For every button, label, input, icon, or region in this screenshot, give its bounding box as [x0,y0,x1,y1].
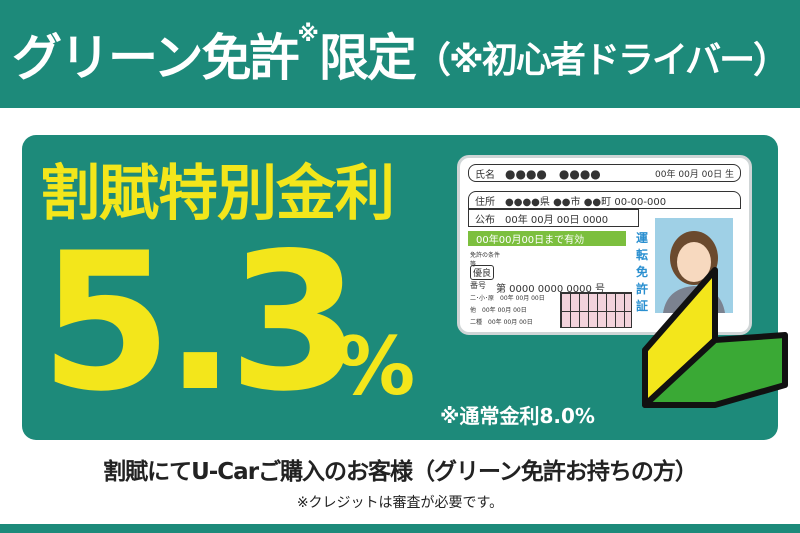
name-row: 氏名 ●●●● ●●●● 00年 00月 00日 生 [468,164,741,182]
category-row: 二種 00年 00月 00日 [470,319,533,326]
category-row: 他 00年 00月 00日 [470,307,527,314]
category-rows: 二･小･原 00年 00月 00日 他 00年 00月 00日 二種 00年 0… [470,293,545,329]
beginner-driver-mark-icon [642,267,788,408]
number-row: 番号 第 0000 0000 0000 号 [470,280,605,295]
header-subtitle: （※初心者ドライバー） [414,40,789,81]
issued-label: 公布 [475,214,495,226]
address-row: 住所 ●●●●県 ●●市 ●●町 00-00-000 [468,191,741,209]
category-row: 二･小･原 00年 00月 00日 [470,295,545,302]
header-title-green-license: グリーン免許 [12,29,299,87]
header-note-mark: ※ [297,22,319,47]
license-vertical-title: 運転免許証 [636,231,649,313]
footer-bar [0,524,800,533]
customer-eligibility-text: 割賦にてU-Carご購入のお客様（グリーン免許お持ちの方） [103,459,698,485]
number-value: 第 0000 0000 0000 号 [496,284,606,295]
name-label: 氏名 [475,169,495,181]
category-grid [560,292,632,328]
conditions-label: 免許の条件等 [470,252,501,268]
excellent-badge: 優良 [470,265,495,280]
offer-rate-unit: % [335,320,416,413]
offer-label: 割賦特別金利 [40,159,395,229]
credit-footnote: ※クレジットは審査が必要です。 [296,495,504,511]
name-value: ●●●● ●●●● [505,166,601,181]
normal-rate-note: ※通常金利8.0% [440,404,595,428]
address-label: 住所 [475,196,495,208]
birth-value: 00年 00月 00日 生 [655,169,734,180]
header-title-limited: 限定 [318,29,417,87]
portrait-photo [655,218,733,313]
valid-until: 00年00月00日まで有効 [468,231,626,246]
offer-rate: 5.3 [40,212,361,433]
number-label: 番号 [470,281,486,290]
issued-value: 00年 00月 00日 0000 [505,214,609,226]
address-value: ●●●●県 ●●市 ●●町 00-00-000 [505,196,667,208]
header-banner: グリーン免許 ※ 限定 （※初心者ドライバー） [0,0,800,108]
issued-row: 公布 00年 00月 00日 0000 [468,209,639,227]
